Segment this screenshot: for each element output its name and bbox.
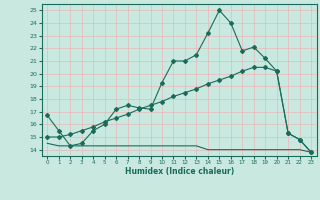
X-axis label: Humidex (Indice chaleur): Humidex (Indice chaleur) — [124, 167, 234, 176]
